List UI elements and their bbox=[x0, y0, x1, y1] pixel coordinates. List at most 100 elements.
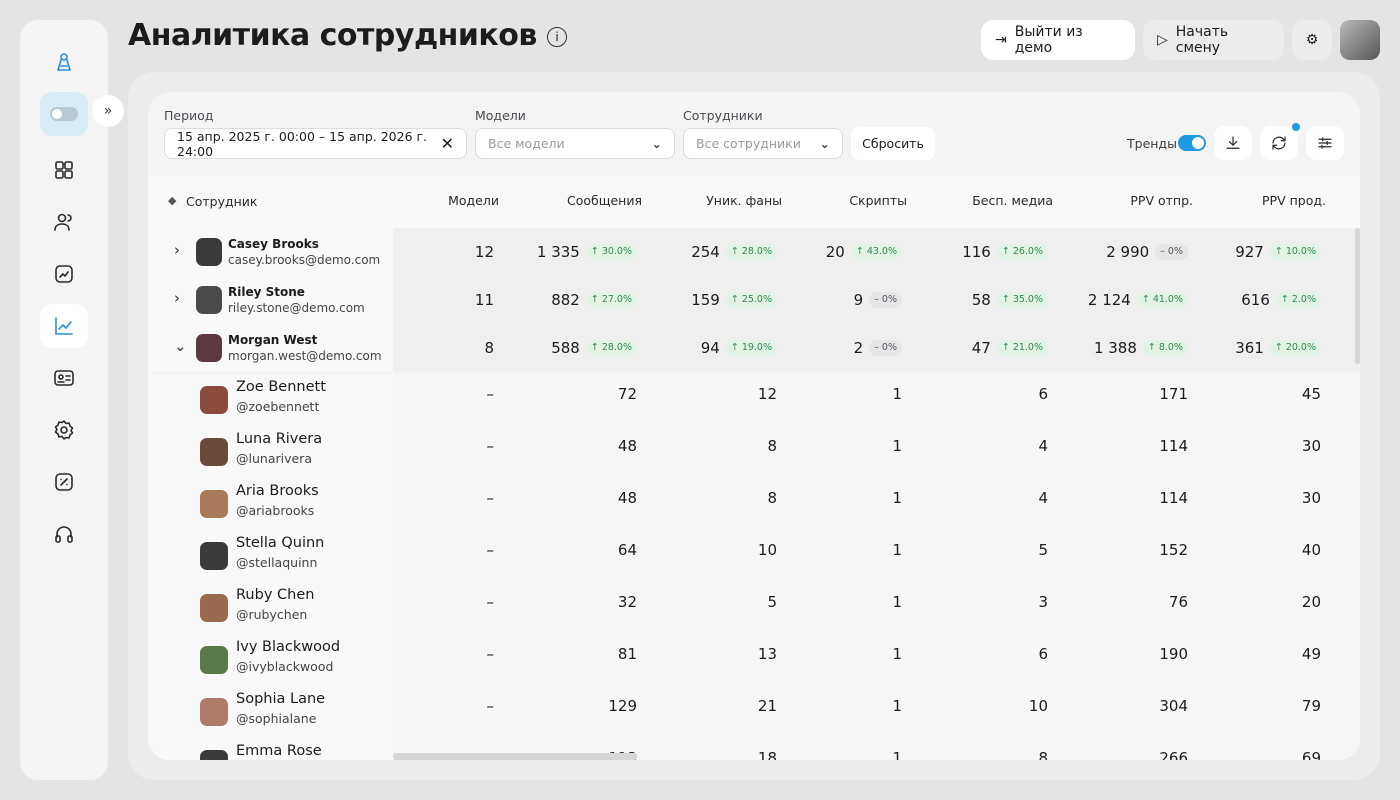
trend-text: 26.0% bbox=[1012, 246, 1043, 257]
trend-badge: ↑ 30.0% bbox=[585, 244, 637, 260]
value-text: 94 bbox=[700, 339, 720, 357]
cell-value: 114 bbox=[1159, 437, 1188, 455]
clear-icon[interactable]: ✕ bbox=[440, 134, 454, 153]
value-text: 304 bbox=[1159, 697, 1188, 715]
expand-chevron[interactable]: › bbox=[174, 289, 180, 307]
model-row[interactable]: Sophia Lane @sophialane – 129 21 1 10 304 79 bbox=[148, 686, 1360, 738]
value-text: 48 bbox=[617, 489, 637, 507]
cell-value: 129 bbox=[608, 697, 637, 715]
info-icon[interactable]: i bbox=[546, 26, 567, 47]
value-text: – bbox=[486, 593, 495, 611]
value-text: 1 bbox=[892, 385, 902, 403]
trends-toggle[interactable] bbox=[1178, 135, 1206, 151]
cell-value: 8 bbox=[1038, 749, 1048, 760]
model-row[interactable]: Zoe Bennett @zoebennett – 72 12 1 6 171 45 bbox=[148, 374, 1360, 426]
value-text: 114 bbox=[1159, 489, 1188, 507]
cell-value: 12 bbox=[758, 385, 777, 403]
employees-select[interactable]: Все сотрудники ⌄ bbox=[683, 128, 843, 159]
model-name: Emma Rose bbox=[236, 743, 322, 759]
cell-value: 5 bbox=[1038, 541, 1048, 559]
cell-value: – bbox=[487, 697, 495, 715]
nav-settings[interactable] bbox=[40, 408, 88, 452]
nav-trends[interactable] bbox=[40, 252, 88, 296]
cell-value: 69 bbox=[1302, 749, 1321, 760]
value-text: 2 990 bbox=[1106, 243, 1150, 261]
avatar bbox=[196, 286, 222, 314]
value-text: 114 bbox=[1159, 437, 1188, 455]
cell-value: 1 bbox=[892, 697, 902, 715]
value-text: 616 bbox=[1241, 291, 1270, 309]
value-text: 1 335 bbox=[536, 243, 580, 261]
name-cell bbox=[148, 530, 393, 582]
value-text: 45 bbox=[1301, 385, 1321, 403]
model-row[interactable]: Emma Rose–113181826669 bbox=[148, 738, 1360, 760]
cell-value: 116 ↑ 26.0% bbox=[962, 243, 1048, 261]
start-shift-button[interactable]: ▷ Начать смену bbox=[1143, 20, 1284, 60]
trend-badge: ↑ 20.0% bbox=[1269, 340, 1321, 356]
nav-dashboard[interactable] bbox=[40, 148, 88, 192]
cell-value: 45 bbox=[1302, 385, 1321, 403]
columns-button[interactable] bbox=[1306, 126, 1344, 160]
trend-icon: – bbox=[874, 294, 879, 305]
value-text: 32 bbox=[617, 593, 637, 611]
exit-demo-label: Выйти из демо bbox=[1014, 24, 1083, 56]
trend-icon: ↑ bbox=[855, 246, 864, 257]
trends-label: Тренды bbox=[1127, 136, 1177, 151]
expand-sidebar[interactable]: » bbox=[92, 95, 124, 127]
cell-value: 10 bbox=[1029, 697, 1048, 715]
employee-row[interactable]: › Casey Brooks casey.brooks@demo.com 12 1 33… bbox=[148, 228, 1360, 276]
chevron: ⌄ bbox=[819, 136, 830, 151]
cell-value: – bbox=[487, 593, 495, 611]
nav-support[interactable] bbox=[40, 512, 88, 556]
column-header: PPV отпр. bbox=[1130, 193, 1193, 208]
value-text: 4 bbox=[1038, 437, 1048, 455]
theme-toggle[interactable] bbox=[40, 92, 88, 136]
employee-row[interactable]: ⌄ Morgan West morgan.west@demo.com 8 588 ↑ 28.… bbox=[148, 324, 1360, 372]
trend-icon: ↑ bbox=[1001, 246, 1010, 257]
model-row[interactable]: Ruby Chen @rubychen – 32 5 1 3 76 20 bbox=[148, 582, 1360, 634]
exit-demo-button[interactable]: ⇥ Выйти из демо bbox=[981, 20, 1135, 60]
trend-icon: ↑ bbox=[1141, 294, 1150, 305]
value-text: 12 bbox=[474, 243, 494, 261]
nav-discounts[interactable] bbox=[40, 460, 88, 504]
model-row[interactable]: Ivy Blackwood @ivyblackwood – 81 13 1 6 190 49 bbox=[148, 634, 1360, 686]
model-row[interactable]: Stella Quinn @stellaquinn – 64 10 1 5 152 40 bbox=[148, 530, 1360, 582]
settings-button[interactable]: ⚙ bbox=[1292, 20, 1332, 60]
title-text: Аналитика сотрудников bbox=[128, 18, 537, 53]
model-name: Sophia Lane bbox=[236, 691, 326, 707]
period-field[interactable]: 15 апр. 2025 г. 00:00 – 15 апр. 2026 г. … bbox=[164, 128, 467, 159]
nav-analytics[interactable] bbox=[40, 304, 88, 348]
models-select[interactable]: Все модели ⌄ bbox=[475, 128, 675, 159]
cell-value: 304 bbox=[1159, 697, 1188, 715]
employee-row[interactable]: › Riley Stone riley.stone@demo.com 11 882 ↑ 27… bbox=[148, 276, 1360, 324]
value-text: 69 bbox=[1301, 749, 1321, 760]
refresh-button[interactable] bbox=[1260, 126, 1298, 160]
logo[interactable] bbox=[40, 40, 88, 84]
avatar bbox=[200, 698, 228, 726]
model-row[interactable]: Luna Rivera @lunarivera – 48 8 1 4 114 30 bbox=[148, 426, 1360, 478]
trend-icon: ↑ bbox=[1001, 294, 1010, 305]
cell-value: 47 ↑ 21.0% bbox=[972, 339, 1048, 357]
period-value: 15 апр. 2025 г. 00:00 – 15 апр. 2026 г. … bbox=[177, 128, 428, 159]
cell-value: 6 bbox=[1038, 645, 1048, 663]
download-button[interactable] bbox=[1214, 126, 1252, 160]
nav-users[interactable] bbox=[40, 200, 88, 244]
user-avatar[interactable] bbox=[1340, 20, 1380, 60]
name-cell bbox=[148, 374, 393, 426]
reset-button[interactable]: Сбросить bbox=[851, 127, 935, 160]
nav-cards[interactable] bbox=[40, 356, 88, 400]
pin-icon: ◆ bbox=[168, 194, 177, 207]
trend-icon: – bbox=[1160, 246, 1165, 257]
play-icon: ▷ bbox=[1157, 32, 1168, 48]
trend-icon: ↑ bbox=[590, 246, 599, 257]
column-header: Уник. фаны bbox=[706, 193, 782, 208]
name-cell bbox=[148, 686, 393, 738]
model-row[interactable]: Aria Brooks @ariabrooks – 48 8 1 4 114 30 bbox=[148, 478, 1360, 530]
expand-chevron[interactable]: ⌄ bbox=[174, 337, 187, 355]
expand-chevron[interactable]: › bbox=[174, 241, 180, 259]
cell-value: 79 bbox=[1302, 697, 1321, 715]
trend-badge: ↑ 10.0% bbox=[1269, 244, 1321, 260]
cell-value: 58 ↑ 35.0% bbox=[972, 291, 1048, 309]
v-scrollbar bbox=[1355, 228, 1360, 364]
